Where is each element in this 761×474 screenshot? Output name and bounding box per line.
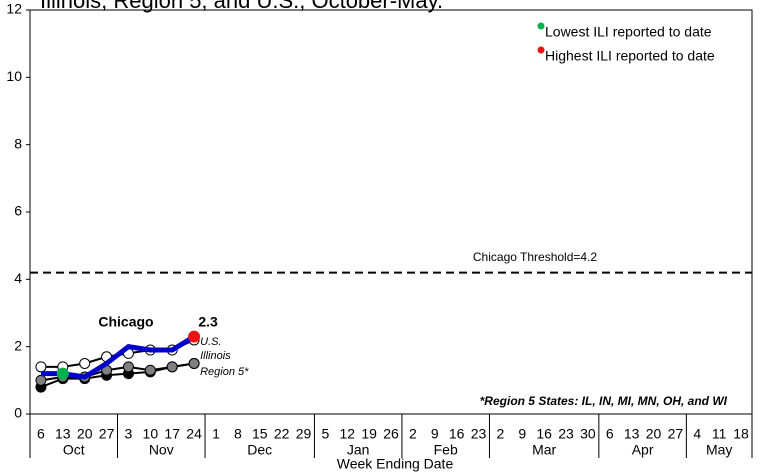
- month-label: Oct: [63, 442, 85, 458]
- chart-title: Illinois, Region 5, and U.S., October-Ma…: [40, 0, 443, 13]
- highlight-marker: [56, 367, 69, 380]
- series-marker: [166, 361, 178, 373]
- x-tick-label: 9: [431, 426, 439, 442]
- x-tick-label: 8: [234, 426, 242, 442]
- x-tick-label: 24: [186, 426, 202, 442]
- series-marker: [144, 364, 156, 376]
- month-label: Jan: [347, 442, 370, 458]
- x-tick-label: 16: [536, 426, 552, 442]
- x-tick-label: 2: [496, 426, 504, 442]
- x-tick-label: 9: [518, 426, 526, 442]
- x-tick-label: 22: [274, 426, 290, 442]
- x-tick-label: 4: [693, 426, 701, 442]
- x-tick-label: 5: [321, 426, 329, 442]
- month-label: Nov: [149, 442, 174, 458]
- x-tick-label: 29: [296, 426, 312, 442]
- x-tick-label: 6: [606, 426, 614, 442]
- series-marker: [79, 358, 91, 369]
- x-tick-label: 6: [37, 426, 45, 442]
- data-label: 2.3: [198, 314, 218, 330]
- x-tick-label: 2: [409, 426, 417, 442]
- x-tick-label: 23: [471, 426, 487, 442]
- x-tick-label: 27: [668, 426, 684, 442]
- month-label: Mar: [532, 442, 556, 458]
- legend-dot: [537, 22, 545, 30]
- x-tick-label: 20: [646, 426, 662, 442]
- x-tick-label: 19: [361, 426, 377, 442]
- series-marker: [188, 358, 200, 369]
- x-tick-label: 11: [712, 426, 727, 442]
- y-tick-label: 0: [14, 405, 22, 421]
- x-tick-label: 23: [558, 426, 574, 442]
- y-tick-label: 6: [14, 203, 22, 219]
- legend-dot: [537, 46, 545, 54]
- series-label: Illinois: [200, 350, 231, 362]
- series-marker: [35, 374, 47, 386]
- x-tick-label: 17: [164, 426, 180, 442]
- x-tick-label: 27: [99, 426, 115, 442]
- x-tick-label: 1: [212, 426, 220, 442]
- y-tick-label: 2: [14, 337, 22, 353]
- threshold-label: Chicago Threshold=4.2: [473, 250, 598, 264]
- plot-frame: [29, 9, 753, 415]
- series-marker: [122, 361, 134, 373]
- x-tick-label: 16: [449, 426, 465, 442]
- month-label: May: [706, 442, 732, 458]
- legend-label: Highest ILI reported to date: [545, 48, 715, 64]
- x-tick-label: 12: [339, 426, 355, 442]
- month-label: Apr: [632, 442, 654, 458]
- x-tick-label: 20: [77, 426, 93, 442]
- y-tick-label: 12: [6, 1, 22, 17]
- x-tick-label: 13: [55, 426, 71, 442]
- series-label: U.S.: [200, 336, 221, 348]
- x-tick-label: 3: [125, 426, 133, 442]
- footnote: *Region 5 States: IL, IN, MI, MN, OH, an…: [480, 394, 728, 408]
- x-tick-label: 15: [252, 426, 268, 442]
- series-label: Chicago: [98, 314, 153, 330]
- x-axis-label: Week Ending Date: [337, 456, 454, 472]
- series-label: Region 5*: [200, 366, 249, 378]
- x-tick-label: 13: [624, 426, 640, 442]
- series-marker: [35, 361, 47, 373]
- month-label: Dec: [247, 442, 272, 458]
- month-label: Feb: [434, 442, 458, 458]
- x-tick-label: 10: [143, 426, 159, 442]
- y-tick-label: 4: [14, 270, 22, 286]
- highlight-marker: [188, 330, 201, 343]
- y-tick-label: 8: [14, 135, 22, 151]
- x-tick-label: 26: [383, 426, 399, 442]
- x-tick-label: 30: [580, 426, 596, 442]
- legend-label: Lowest ILI reported to date: [545, 24, 712, 40]
- y-tick-label: 10: [6, 68, 22, 84]
- x-tick-label: 18: [733, 426, 749, 442]
